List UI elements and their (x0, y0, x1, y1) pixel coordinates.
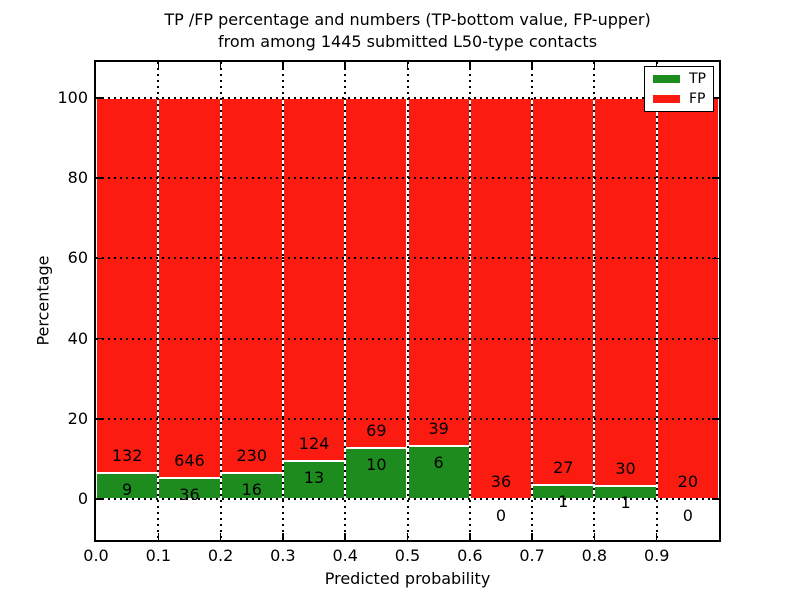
gridline-vertical (468, 62, 471, 540)
x-tick-mark-top (344, 62, 346, 69)
fp-bar-segment (345, 98, 408, 449)
x-tick-mark-bottom (406, 533, 409, 540)
y-tick-mark-right (712, 177, 719, 179)
fp-count-label: 39 (428, 418, 449, 438)
chart-title-line1: TP /FP percentage and numbers (TP-bottom… (164, 10, 651, 29)
gridline-vertical (281, 62, 284, 540)
y-tick-mark-left (96, 257, 103, 260)
legend: TP FP (644, 66, 714, 112)
fp-count-label: 69 (366, 421, 387, 441)
fp-count-label: 646 (174, 450, 205, 470)
fp-count-label: 230 (236, 445, 268, 465)
y-tick-label: 80 (67, 168, 88, 188)
x-tick-mark-top (655, 62, 658, 69)
tp-count-label: 0 (682, 506, 693, 525)
tp-count-label: 9 (122, 480, 133, 500)
x-tick-mark-bottom (219, 533, 222, 540)
fp-bar-segment (158, 98, 221, 478)
x-tick-label: 0.3 (270, 546, 296, 565)
tp-count-label: 6 (433, 452, 444, 472)
y-tick-label: 40 (67, 328, 88, 348)
x-tick-label: 0.5 (394, 546, 421, 565)
x-tick-label: 0.8 (581, 546, 608, 565)
x-axis-label: Predicted probability (324, 569, 491, 588)
x-tick-mark-top (593, 62, 596, 69)
fp-count-label: 27 (553, 457, 574, 477)
fp-legend-swatch (653, 95, 680, 103)
tp-count-label: 16 (241, 479, 262, 499)
tp-count-label: 10 (366, 455, 387, 475)
x-tick-label: 0.6 (457, 546, 483, 565)
gridline-vertical (655, 62, 658, 540)
x-tick-label: 0.7 (519, 546, 545, 565)
tp-count-label: 1 (620, 493, 631, 513)
x-tick-label: 0.1 (145, 546, 172, 565)
x-tick-label: 0.4 (332, 546, 358, 565)
y-tick-mark-left (96, 177, 103, 179)
y-tick-mark-right (712, 498, 719, 500)
y-tick-label: 0 (77, 489, 88, 508)
fp-bar-segment (656, 98, 719, 499)
fp-count-label: 36 (490, 472, 512, 491)
x-tick-mark-bottom (655, 533, 658, 540)
x-tick-mark-top (282, 62, 284, 69)
fp-bar-segment (532, 98, 595, 485)
fp-count-label: 30 (615, 459, 636, 479)
x-tick-mark-bottom (469, 533, 471, 540)
y-tick-mark-right (712, 418, 719, 420)
fp-bar-segment (96, 98, 159, 474)
gridline-vertical (406, 62, 409, 540)
x-tick-mark-top (219, 62, 222, 69)
x-tick-mark-bottom (344, 533, 346, 540)
legend-label: FP (689, 91, 706, 107)
x-tick-mark-top (469, 62, 471, 69)
tp-count-label: 36 (179, 484, 200, 504)
y-tick-label: 60 (67, 248, 88, 268)
tp-count-label: 1 (558, 491, 569, 511)
y-tick-mark-right (712, 257, 719, 260)
gridline-vertical (531, 62, 534, 540)
x-tick-mark-bottom (593, 533, 596, 540)
plot-area: 132 9 646 36 230 16 124 13 69 10 39 6 36 0 27 1 30 1 20 0 (94, 60, 721, 542)
chart-title: TP /FP percentage and numbers (TP-bottom… (96, 9, 719, 53)
fp-bar-segment (282, 98, 346, 461)
fp-bar-segment (469, 98, 533, 499)
x-tick-mark-bottom (531, 533, 533, 540)
chart-title-line2: from among 1445 submitted L50-type conta… (217, 32, 598, 51)
legend-item-fp: FP (645, 90, 713, 108)
fp-bar-segment (220, 98, 283, 473)
x-tick-label: 0.0 (83, 546, 109, 565)
y-tick-label: 20 (67, 408, 88, 428)
fp-count-label: 132 (111, 446, 143, 466)
fp-bar-segment (407, 98, 470, 446)
y-tick-mark-right (712, 337, 719, 340)
y-tick-mark-left (96, 97, 103, 99)
x-tick-mark-bottom (157, 533, 160, 540)
x-tick-label: 0.9 (643, 546, 670, 565)
y-tick-mark-left (96, 418, 103, 420)
tp-legend-swatch (653, 75, 680, 83)
fp-count-label: 20 (677, 472, 699, 491)
x-tick-mark-top (531, 62, 533, 69)
gridline-vertical (219, 62, 222, 540)
x-tick-mark-top (406, 62, 409, 69)
fp-bar-segment (594, 98, 657, 487)
y-tick-mark-left (96, 337, 103, 340)
gridline-vertical (593, 62, 596, 540)
tp-count-label: 0 (495, 506, 507, 525)
legend-item-tp: TP (645, 70, 713, 88)
x-tick-label: 0.2 (207, 546, 234, 565)
x-tick-mark-bottom (282, 533, 284, 540)
tp-bar-segment (220, 472, 283, 499)
y-tick-mark-left (96, 498, 103, 500)
y-tick-mark-right (712, 97, 719, 99)
fp-count-label: 124 (298, 433, 330, 453)
y-tick-label: 100 (57, 88, 88, 107)
x-tick-mark-top (157, 62, 160, 69)
gridline-vertical (157, 62, 160, 540)
tp-count-label: 13 (303, 467, 325, 487)
gridline-vertical (344, 62, 347, 540)
legend-label: TP (689, 71, 706, 87)
